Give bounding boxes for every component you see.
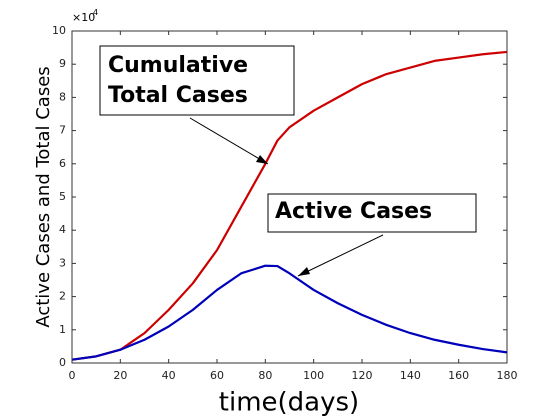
y-tick-label: 6	[59, 157, 66, 170]
y-tick-label: 7	[59, 124, 66, 137]
x-tick-label: 40	[162, 369, 176, 382]
x-tick-label: 160	[448, 369, 469, 382]
x-tick-label: 120	[352, 369, 373, 382]
annotation-box	[99, 45, 295, 116]
annotation-line: Active Cases	[275, 199, 432, 224]
x-tick-label: 180	[497, 369, 518, 382]
y-tick-label: 2	[59, 290, 66, 303]
y-tick-label: 8	[59, 90, 66, 103]
y-tick-label: 5	[59, 190, 66, 203]
y-tick-label: 10	[52, 24, 66, 37]
annotation-line: Cumulative	[108, 53, 248, 78]
x-axis-label: time(days)	[219, 388, 359, 418]
x-tick-label: 20	[113, 369, 127, 382]
y-tick-label: 0	[59, 356, 66, 369]
arrow-head	[256, 155, 268, 164]
annotation-arrow	[189, 117, 269, 165]
y-tick-label: 3	[59, 256, 66, 269]
y-scale-base: ×10	[72, 11, 95, 24]
x-tick-label: 80	[258, 369, 272, 382]
x-tick-label: 0	[69, 369, 76, 382]
y-tick-label: 9	[59, 57, 66, 70]
arrow-head	[298, 267, 310, 276]
series-line	[71, 50, 508, 361]
x-tick-label: 60	[210, 369, 224, 382]
annotation-active: Active Cases	[267, 193, 477, 277]
annotation-total: Cumulative Total Cases	[99, 45, 295, 165]
annotation-line: Total Cases	[108, 83, 248, 108]
y-tick-label: 1	[59, 323, 66, 336]
x-tick-label: 100	[303, 369, 324, 382]
series-line	[71, 264, 508, 361]
y-scale-exponent: 4	[93, 8, 98, 17]
x-tick-label: 140	[400, 369, 421, 382]
annotation-arrow	[297, 234, 384, 277]
annotation-box	[267, 193, 477, 233]
y-axis-label: Active Cases and Total Cases	[33, 66, 54, 327]
y-tick-label: 4	[59, 223, 66, 236]
